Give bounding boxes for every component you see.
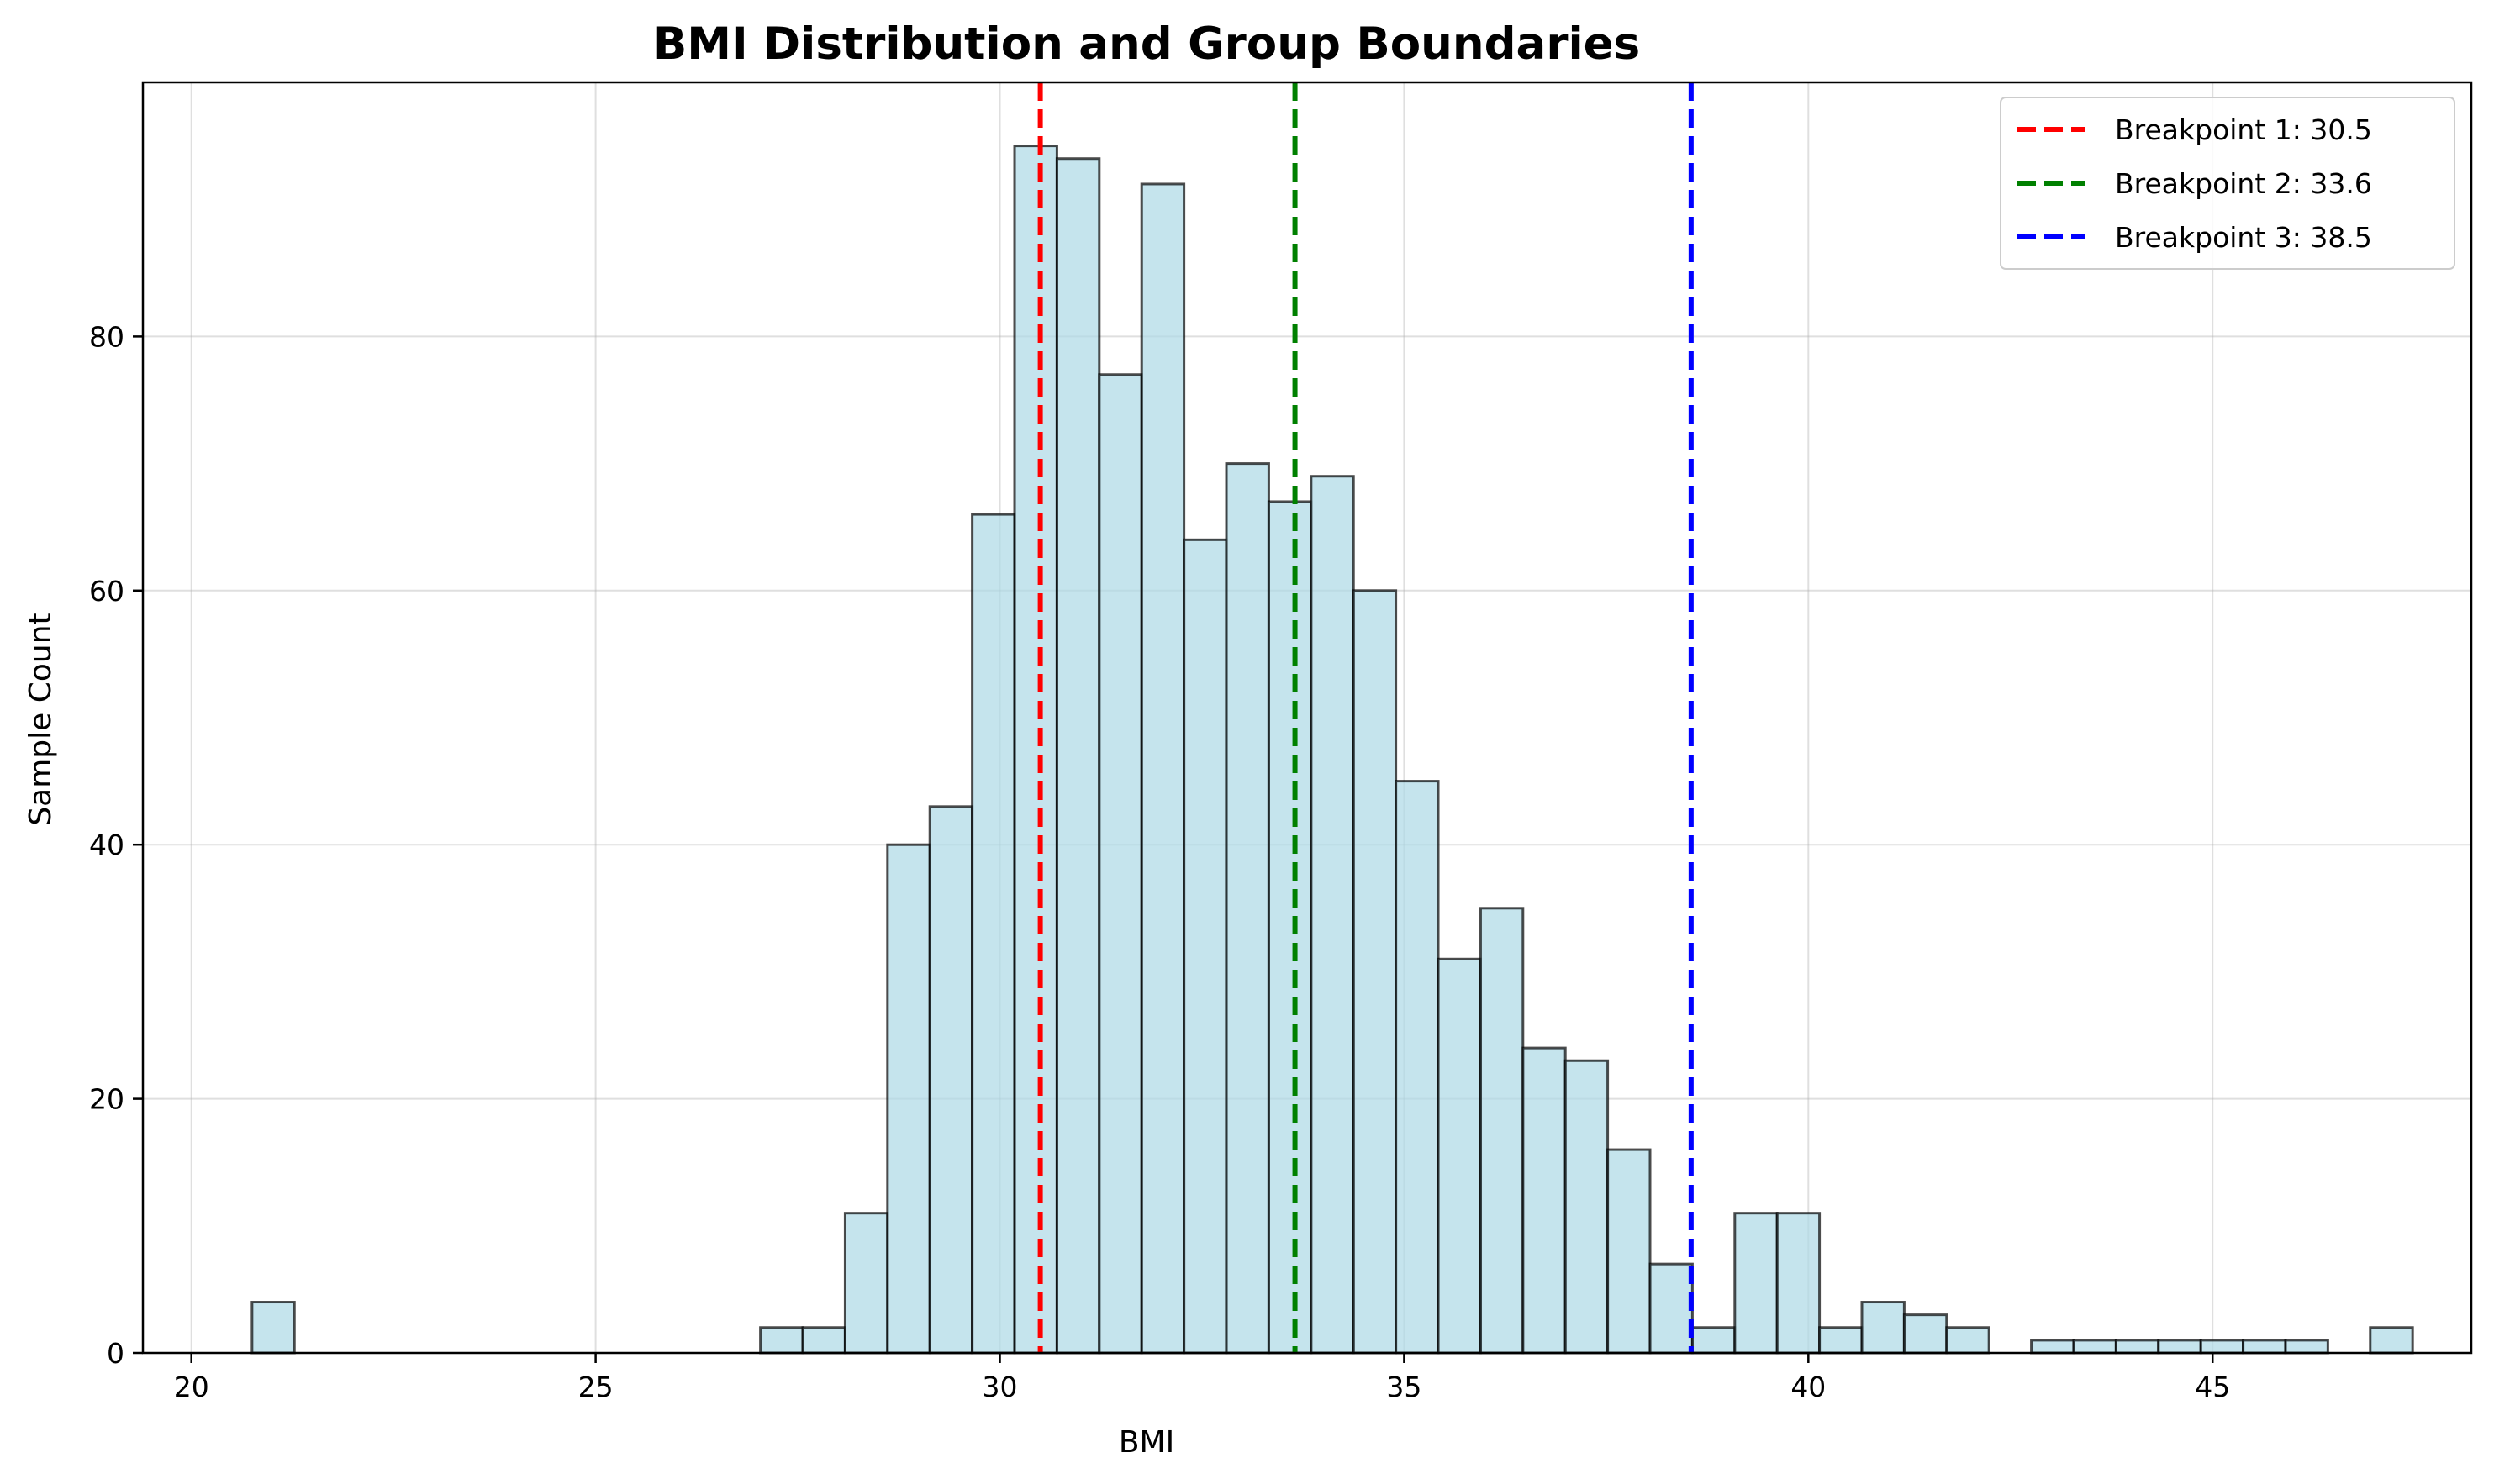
y-axis-label: Sample Count xyxy=(24,613,58,825)
histogram-bar xyxy=(2072,1339,2117,1355)
x-tick-label: 30 xyxy=(983,1371,1018,1403)
x-axis-label: BMI xyxy=(1119,1425,1174,1460)
plot-frame xyxy=(141,81,2473,1355)
histogram-bar xyxy=(1267,500,1313,1355)
histogram-bar xyxy=(250,1301,296,1355)
histogram-bar xyxy=(1225,462,1270,1355)
histogram-bar xyxy=(1183,538,1228,1355)
histogram-bar xyxy=(1098,373,1143,1355)
breakpoint-lines xyxy=(1037,82,1694,1353)
histogram-bars xyxy=(250,145,2414,1355)
histogram-bar xyxy=(886,843,931,1355)
histogram-bar xyxy=(1690,1326,1737,1355)
x-tick-label: 45 xyxy=(2195,1371,2230,1403)
histogram-bar xyxy=(1352,589,1398,1355)
histogram-bar xyxy=(1733,1212,1779,1355)
histogram-bar xyxy=(1395,780,1440,1355)
x-axis: 20 25 30 35 40 45 xyxy=(174,1353,2230,1403)
histogram-bar xyxy=(928,805,974,1355)
histogram-bar xyxy=(1479,907,1525,1355)
y-tick-label: 0 xyxy=(107,1337,124,1370)
y-tick-label: 80 xyxy=(89,320,124,353)
histogram-bar xyxy=(1521,1046,1567,1355)
legend-label-3: Breakpoint 3: 38.5 xyxy=(2115,221,2372,254)
histogram-bar xyxy=(1902,1313,1948,1355)
histogram-bar xyxy=(2242,1339,2287,1355)
histogram-bar xyxy=(801,1326,846,1355)
y-tick-label: 20 xyxy=(89,1083,124,1116)
y-tick-label: 60 xyxy=(89,575,124,608)
legend-label-1: Breakpoint 1: 30.5 xyxy=(2115,113,2372,146)
histogram-bar xyxy=(1055,157,1101,1355)
histogram-bar xyxy=(2030,1339,2075,1355)
histogram-bar xyxy=(1140,182,1186,1355)
histogram-bar xyxy=(759,1326,804,1355)
histogram-bar xyxy=(1437,957,1482,1355)
x-tick-label: 35 xyxy=(1386,1371,1421,1403)
chart-title: BMI Distribution and Group Boundaries xyxy=(653,18,1640,70)
histogram-bar xyxy=(971,513,1016,1355)
histogram-bar xyxy=(2369,1326,2414,1355)
histogram-bar xyxy=(1013,145,1058,1355)
legend-label-2: Breakpoint 2: 33.6 xyxy=(2115,167,2372,200)
histogram-bar xyxy=(2199,1339,2245,1355)
x-tick-label: 20 xyxy=(174,1371,209,1403)
histogram-bar xyxy=(2114,1339,2160,1355)
histogram-bar xyxy=(1860,1301,1906,1355)
histogram-bar xyxy=(1606,1148,1652,1355)
histogram-bar xyxy=(1818,1326,1864,1355)
histogram-bar xyxy=(2157,1339,2202,1355)
y-tick-label: 40 xyxy=(89,829,124,861)
histogram-bar xyxy=(1775,1212,1822,1355)
histogram-bar xyxy=(1310,475,1355,1355)
histogram-bar xyxy=(1648,1262,1694,1355)
legend: Breakpoint 1: 30.5 Breakpoint 2: 33.6 Brea… xyxy=(2000,97,2455,270)
x-tick-label: 40 xyxy=(1790,1371,1826,1403)
legend-box xyxy=(2000,97,2455,270)
histogram-bar xyxy=(1945,1326,1990,1355)
histogram-bar xyxy=(2284,1339,2329,1355)
histogram-bar xyxy=(843,1212,889,1355)
x-tick-label: 25 xyxy=(578,1371,614,1403)
y-axis: 0 20 40 60 80 xyxy=(89,320,143,1370)
histogram-bar xyxy=(1563,1059,1610,1355)
